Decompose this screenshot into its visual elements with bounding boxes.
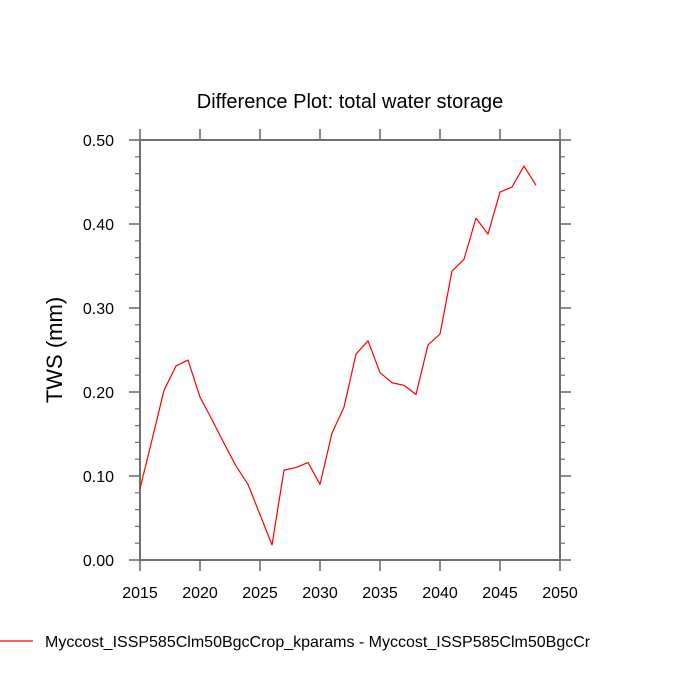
- x-tick-label: 2035: [362, 585, 398, 602]
- legend: Myccost_ISSP585Clm50BgcCrop_kparams - My…: [0, 634, 591, 651]
- legend-entry-label: Myccost_ISSP585Clm50BgcCrop_kparams - My…: [45, 634, 591, 651]
- x-tick-label: 2015: [122, 585, 158, 602]
- chart-title: Difference Plot: total water storage: [197, 91, 503, 113]
- x-tick-label: 2020: [182, 585, 218, 602]
- plot-border: [139, 139, 561, 561]
- series-line: [139, 165, 537, 546]
- y-axis-label: TWS (mm): [42, 297, 67, 403]
- y-tick-label: 0.40: [83, 217, 114, 234]
- y-tick-label: 0.10: [83, 469, 114, 486]
- y-tick-label: 0.20: [83, 385, 114, 402]
- x-tick-label: 2040: [422, 585, 458, 602]
- x-tick-labels: 2015 2020 2025 2030 2035 2040 2045 2050: [122, 585, 578, 602]
- minor-ticks: [135, 156, 565, 544]
- y-tick-label: 0.00: [83, 553, 114, 570]
- y-tick-label: 0.30: [83, 301, 114, 318]
- major-ticks: [129, 129, 571, 571]
- x-tick-label: 2050: [542, 585, 578, 602]
- series-layer: [139, 165, 537, 546]
- y-tick-label: 0.50: [83, 133, 114, 150]
- x-tick-label: 2030: [302, 585, 338, 602]
- plot-frame: [139, 139, 561, 561]
- x-tick-label: 2045: [482, 585, 518, 602]
- x-tick-label: 2025: [242, 585, 278, 602]
- y-tick-labels: 0.00 0.10 0.20 0.30 0.40 0.50: [83, 133, 114, 570]
